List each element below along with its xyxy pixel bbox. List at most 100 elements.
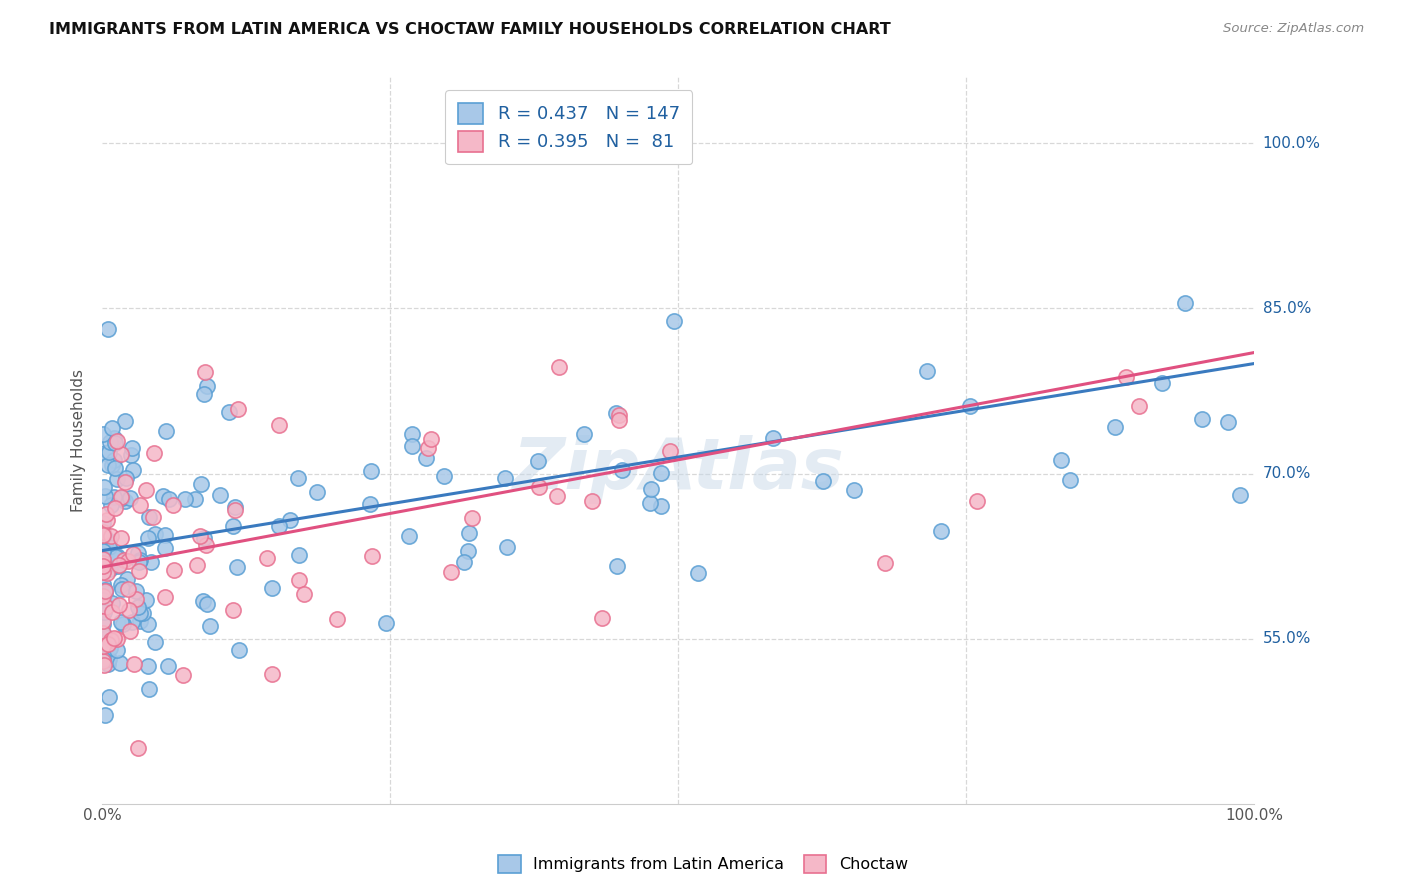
Point [112, 617, 135, 632]
Point [184, 491, 207, 506]
Point [224, 500, 246, 514]
Point [122, 548, 145, 562]
Point [190, 476, 212, 491]
Point [114, 493, 136, 508]
Point [110, 531, 132, 545]
Point [101, 596, 124, 610]
Point [98, 533, 121, 548]
Point [97, 637, 120, 651]
Point [155, 425, 177, 439]
Point [157, 658, 180, 673]
Text: Source: ZipAtlas.com: Source: ZipAtlas.com [1223, 22, 1364, 36]
Point [93, 628, 115, 642]
Point [811, 474, 834, 488]
Point [1104, 420, 1126, 434]
Point [174, 491, 197, 506]
Point [256, 551, 278, 566]
Point [172, 668, 194, 682]
Point [959, 399, 981, 413]
Point [157, 491, 180, 506]
Point [94, 446, 117, 460]
Point [135, 483, 157, 497]
Point [688, 566, 710, 581]
Point [288, 573, 311, 587]
Point [221, 519, 243, 533]
Point [1059, 473, 1081, 487]
Point [100, 640, 122, 655]
Point [143, 526, 166, 541]
Point [260, 666, 283, 681]
Point [93, 529, 115, 543]
Point [103, 548, 125, 562]
Point [127, 546, 149, 560]
Point [605, 406, 627, 420]
Point [546, 489, 568, 503]
Point [494, 471, 516, 485]
Point [103, 453, 125, 467]
Point [115, 471, 138, 485]
Text: 70.0%: 70.0% [1263, 466, 1310, 481]
Point [108, 558, 131, 572]
Point [103, 461, 125, 475]
Point [195, 597, 218, 611]
Point [100, 605, 122, 619]
Point [292, 587, 315, 601]
Point [153, 590, 176, 604]
Point [108, 599, 131, 613]
Point [361, 549, 384, 564]
Point [136, 658, 159, 673]
Point [433, 468, 456, 483]
Text: 55.0%: 55.0% [1263, 631, 1310, 646]
Point [129, 553, 152, 567]
Point [93, 651, 115, 665]
Point [453, 555, 475, 569]
Point [1128, 399, 1150, 413]
Point [107, 472, 129, 486]
Point [93, 527, 115, 541]
Point [105, 632, 128, 646]
Point [269, 519, 291, 533]
Point [127, 740, 149, 755]
Point [105, 434, 128, 449]
Point [188, 528, 211, 542]
Point [128, 498, 150, 512]
Point [1050, 452, 1073, 467]
Point [572, 426, 595, 441]
Point [198, 619, 221, 633]
Y-axis label: Family Households: Family Households [72, 369, 86, 512]
Point [143, 446, 166, 460]
Point [100, 632, 122, 647]
Point [1174, 296, 1197, 310]
Point [120, 448, 142, 462]
Point [1150, 376, 1173, 391]
Point [163, 563, 186, 577]
Point [607, 413, 630, 427]
Point [93, 561, 115, 575]
Point [93, 552, 115, 566]
Point [547, 360, 569, 375]
Point [111, 582, 134, 596]
Point [440, 565, 463, 579]
Point [664, 314, 686, 328]
Point [226, 401, 249, 416]
Point [110, 578, 132, 592]
Point [762, 431, 785, 445]
Point [112, 553, 135, 567]
Point [93, 556, 115, 570]
Point [162, 498, 184, 512]
Point [93, 577, 115, 591]
Point [142, 510, 165, 524]
Point [121, 615, 143, 629]
Point [398, 528, 420, 542]
Point [100, 552, 122, 566]
Point [93, 614, 115, 628]
Point [110, 446, 132, 460]
Point [111, 491, 134, 506]
Point [287, 471, 309, 485]
Point [117, 554, 139, 568]
Point [607, 409, 630, 423]
Point [145, 635, 167, 649]
Point [288, 549, 311, 563]
Point [128, 606, 150, 620]
Point [375, 616, 398, 631]
